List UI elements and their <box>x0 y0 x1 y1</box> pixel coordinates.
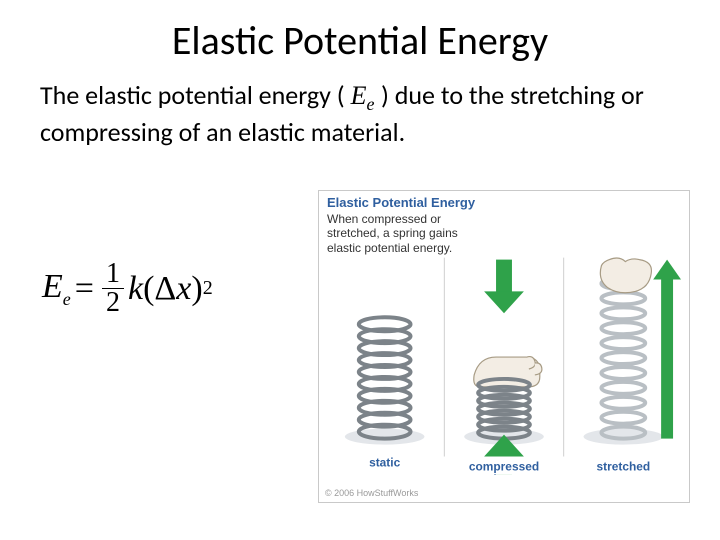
figure-title: Elastic Potential Energy <box>327 195 681 210</box>
symbol-ee: Ee <box>351 81 381 110</box>
spring-compressed <box>478 379 530 439</box>
arrow-up-tall-icon <box>653 260 681 439</box>
figure-box: Elastic Potential Energy When compressed… <box>318 190 690 503</box>
hand-pull <box>600 258 651 293</box>
equals: = <box>75 270 94 308</box>
caption-stretched: stretched <box>596 460 650 474</box>
page-title: Elastic Potential Energy <box>30 16 690 65</box>
spring-stretched <box>601 278 645 439</box>
figure-description: When compressed or stretched, a spring g… <box>327 212 487 255</box>
content-row: Ee = 1 2 k ( Δ x ) 2 Elastic Potential E… <box>30 190 690 503</box>
spring-illustration: static <box>325 257 683 477</box>
ground-1 <box>345 429 425 445</box>
formula-lhs: Ee <box>42 268 71 310</box>
k: k <box>128 270 143 308</box>
arrow-down-icon <box>484 260 524 314</box>
ground-3 <box>584 429 664 445</box>
figure-body: static <box>319 257 689 486</box>
formula: Ee = 1 2 k ( Δ x ) 2 <box>42 260 213 317</box>
text-before: The elastic potential energy ( <box>40 79 345 111</box>
x: x <box>176 270 191 308</box>
exponent: 2 <box>203 277 213 300</box>
panel-compressed: compressed compressed <box>469 260 542 476</box>
figure-credit: © 2006 HowStuffWorks <box>319 486 689 502</box>
spring-static <box>359 317 411 438</box>
caption-static: static <box>369 456 401 470</box>
slide: Elastic Potential Energy The elastic pot… <box>0 0 720 540</box>
close-paren: ) <box>191 270 202 308</box>
fraction-half: 1 2 <box>102 260 124 317</box>
caption-compressed-2: compressed <box>469 460 539 474</box>
delta: Δ <box>154 270 176 308</box>
definition-text: The elastic potential energy ( Ee ) due … <box>40 79 680 148</box>
open-paren: ( <box>143 270 154 308</box>
panel-static: static <box>359 317 411 469</box>
figure-header: Elastic Potential Energy When compressed… <box>319 191 689 257</box>
